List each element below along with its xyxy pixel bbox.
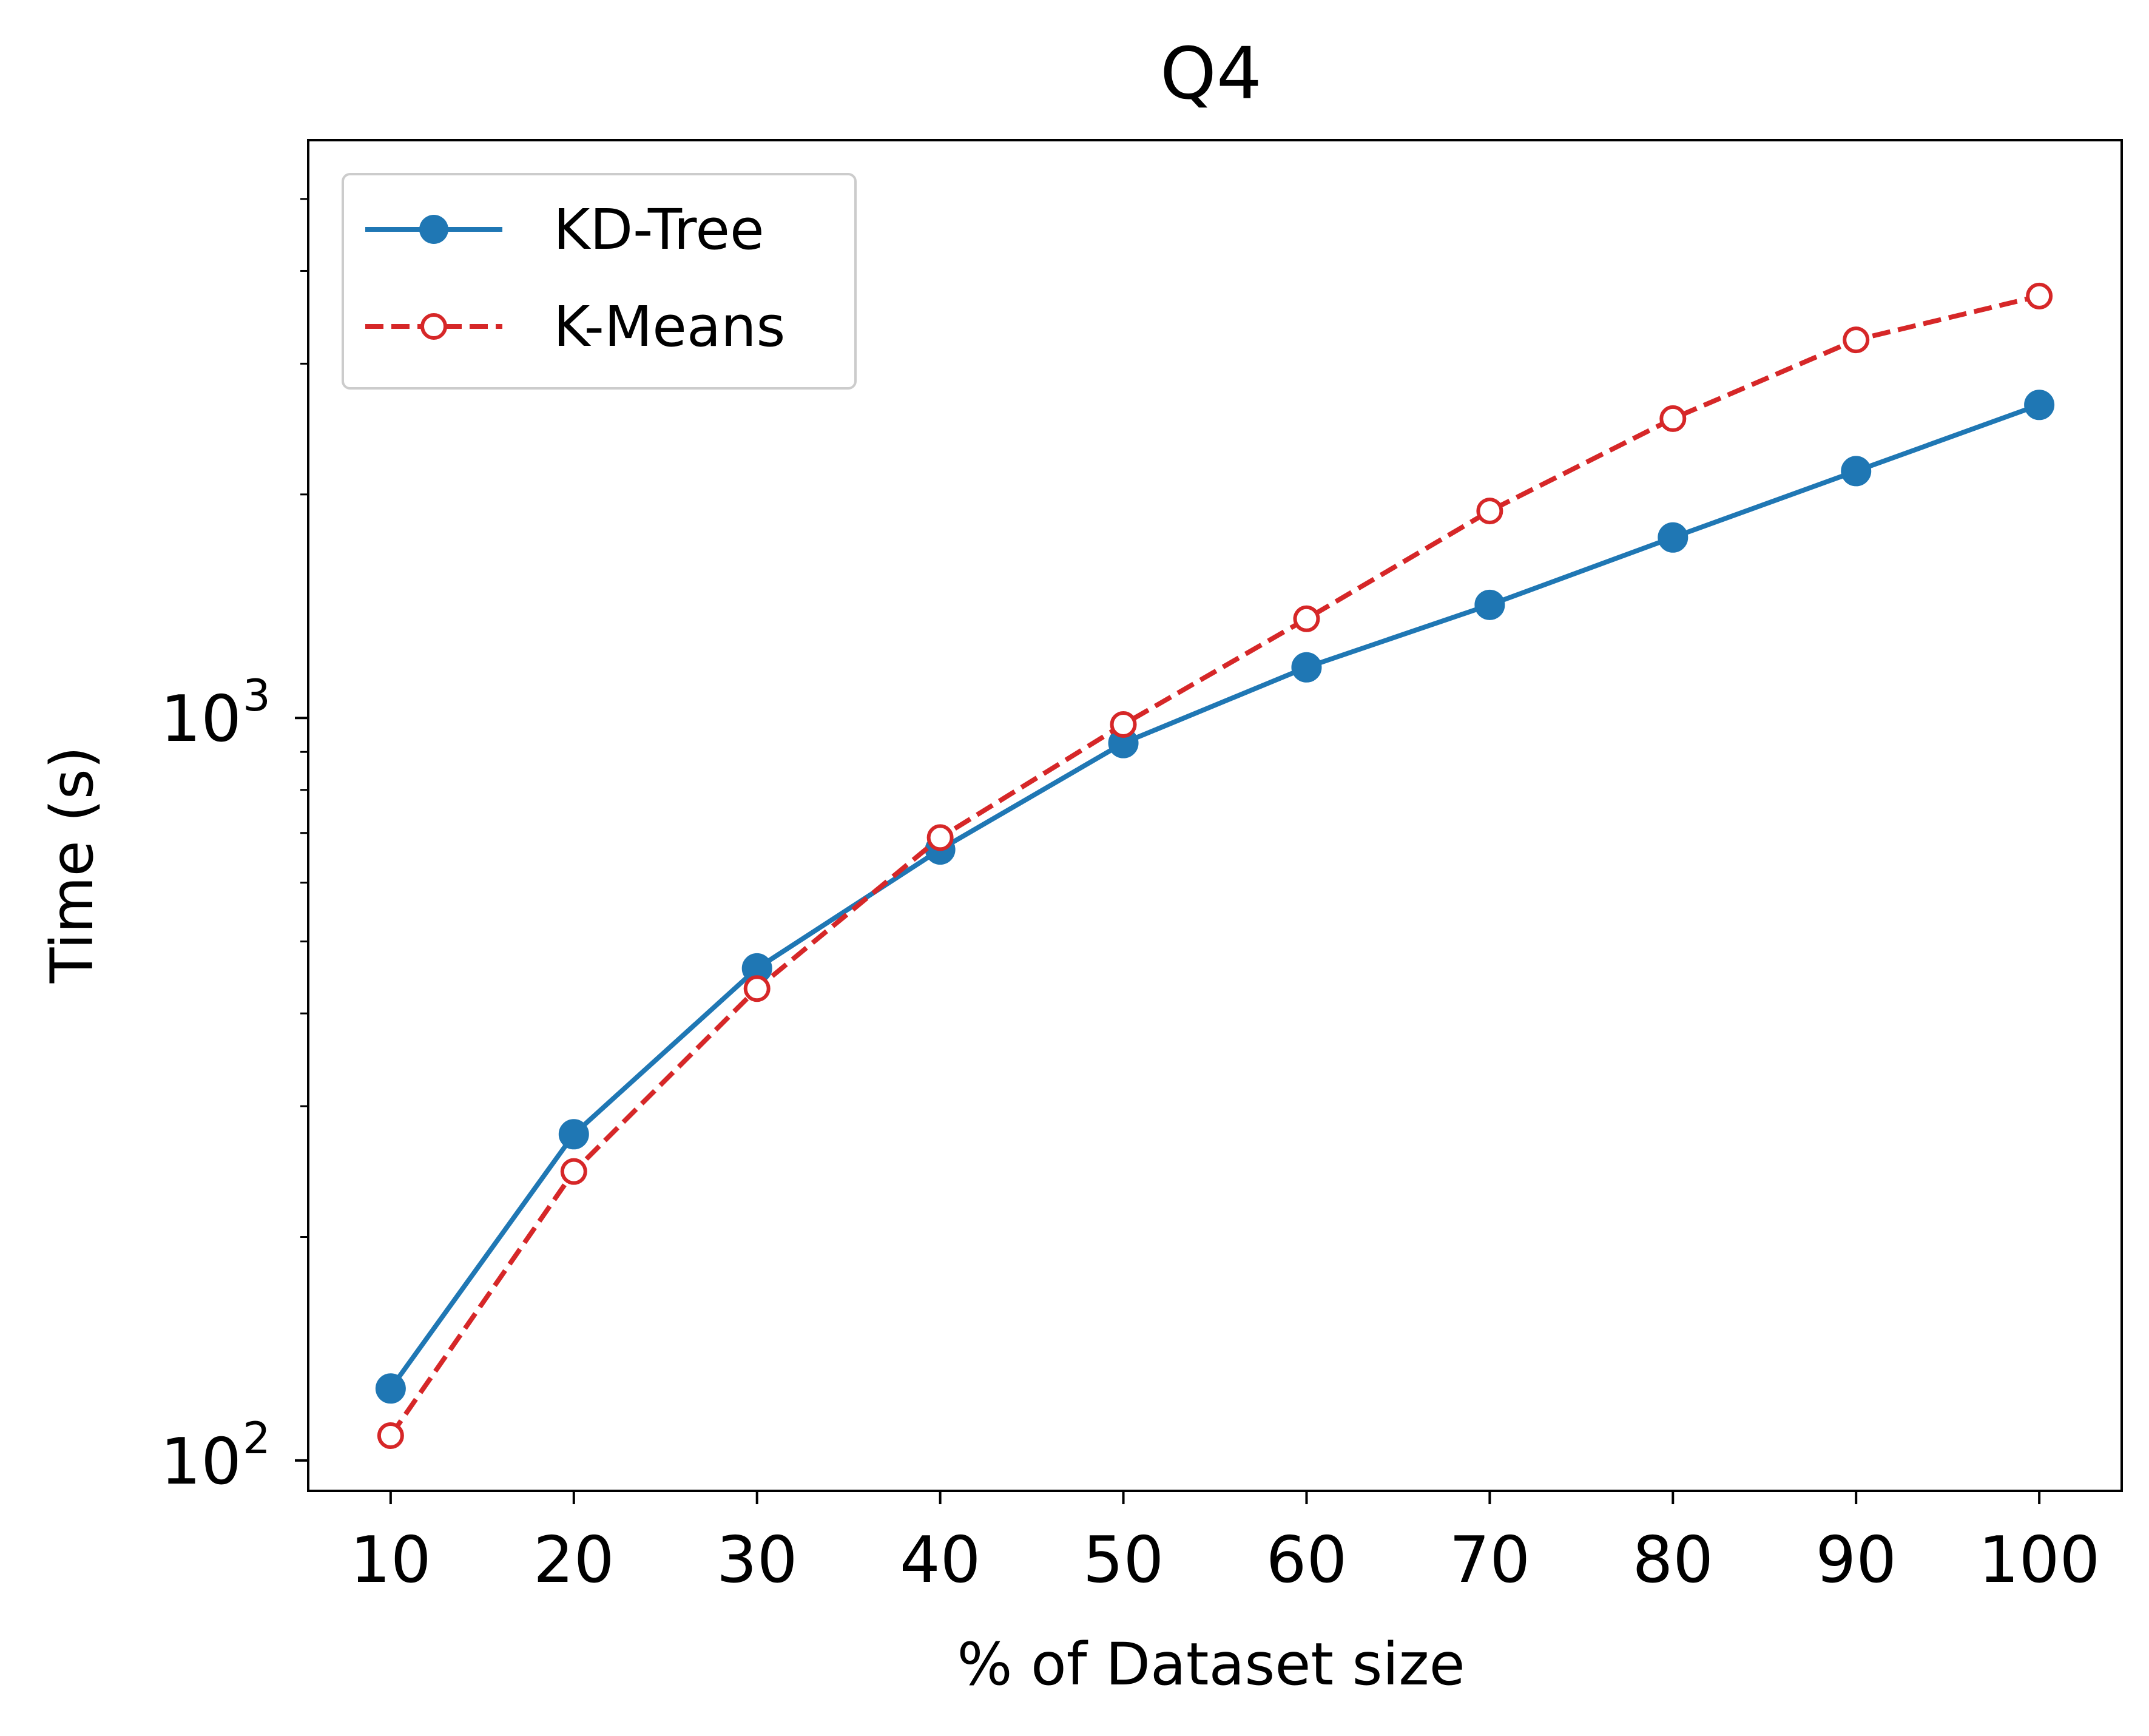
series-point-0: [1474, 589, 1505, 620]
legend-label-0: KD-Tree: [553, 197, 764, 262]
series-point-1: [1476, 498, 1503, 525]
x-tick-label: 80: [1632, 1523, 1713, 1597]
legend-marker-0: [419, 215, 448, 244]
series-point-1: [377, 1422, 404, 1449]
series-line-0: [388, 402, 2040, 1390]
series-point-1: [926, 824, 954, 851]
series-point-0: [558, 1119, 589, 1150]
x-tick-label: 40: [900, 1523, 981, 1597]
x-tick-label: 100: [1979, 1523, 2100, 1597]
series-point-0: [1291, 652, 1322, 683]
series-point-1: [1659, 405, 1687, 432]
series-line-1: [388, 294, 2040, 1437]
x-tick-label: 70: [1449, 1523, 1531, 1597]
y-tick-label-exponent: 2: [243, 1413, 271, 1464]
legend-marker-1: [420, 313, 447, 340]
x-tick-label: 90: [1815, 1523, 1897, 1597]
x-tick-label: 60: [1266, 1523, 1348, 1597]
x-axis-title: % of Dataset size: [957, 1630, 1465, 1698]
series-point-1: [1110, 711, 1137, 738]
x-tick-label: 20: [533, 1523, 615, 1597]
series-point-1: [743, 975, 771, 1002]
legend-label-1: K-Means: [553, 294, 785, 359]
series-point-0: [2024, 390, 2055, 420]
chart-title: Q4: [1160, 32, 1262, 115]
series-point-1: [1843, 326, 1870, 354]
series-point-0: [1841, 456, 1872, 487]
series-point-1: [2026, 282, 2053, 309]
series-point-1: [1293, 605, 1320, 632]
x-tick-label: 30: [717, 1523, 798, 1597]
series-point-1: [560, 1158, 587, 1185]
legend: KD-Tree K-Means: [342, 173, 857, 390]
x-tick-label: 10: [350, 1523, 431, 1597]
x-tick-label: 50: [1083, 1523, 1164, 1597]
y-axis-title: Time (s): [38, 746, 106, 984]
series-point-0: [1658, 522, 1689, 553]
y-tick-label: 10: [160, 682, 241, 756]
y-tick-label: 10: [160, 1425, 241, 1499]
series-point-0: [375, 1373, 406, 1404]
plot-frame: [307, 139, 2123, 1492]
y-tick-label-exponent: 3: [243, 670, 271, 721]
